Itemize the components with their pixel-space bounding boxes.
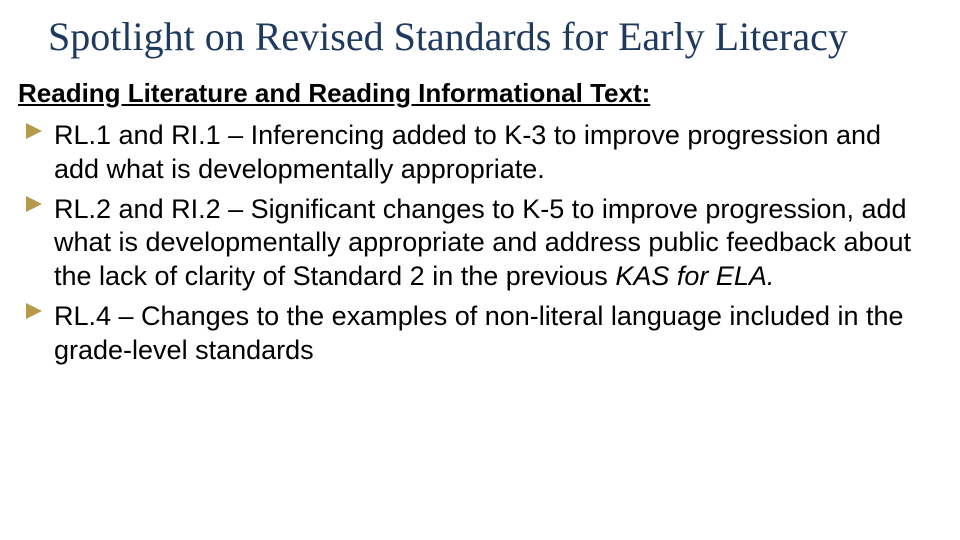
list-item: RL.4 – Changes to the examples of non-li… [18,300,928,368]
bullet-text: RL.4 – Changes to the examples of non-li… [54,301,904,365]
list-item: RL.1 and RI.1 – Inferencing added to K-3… [18,119,928,187]
section-heading: Reading Literature and Reading Informati… [18,78,942,109]
bullet-list: RL.1 and RI.1 – Inferencing added to K-3… [18,119,942,367]
slide: Spotlight on Revised Standards for Early… [0,0,960,540]
list-item: RL.2 and RI.2 – Significant changes to K… [18,193,928,294]
bullet-text-italic: KAS for ELA. [615,261,774,291]
slide-title: Spotlight on Revised Standards for Early… [18,14,942,60]
bullet-text: RL.1 and RI.1 – Inferencing added to K-3… [54,120,881,184]
bullet-text-pre: RL.2 and RI.2 – Significant changes to K… [54,194,911,292]
